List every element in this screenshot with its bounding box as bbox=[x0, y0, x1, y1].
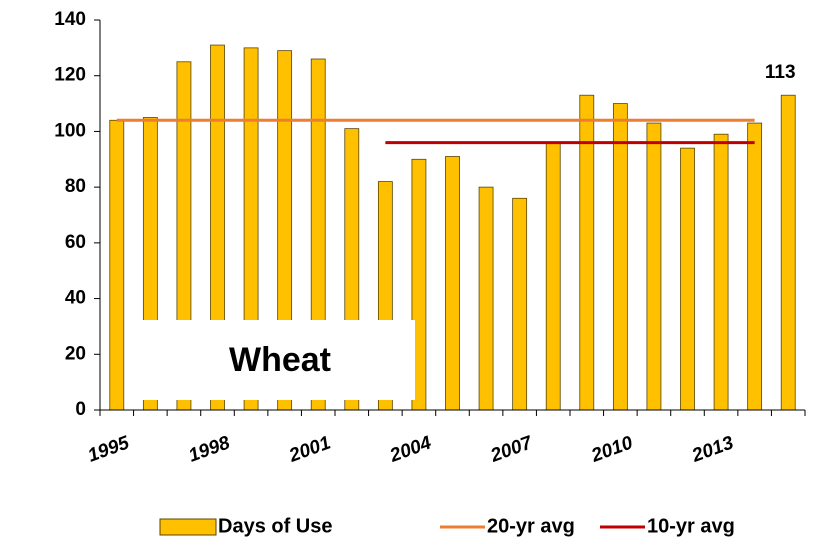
y-tick-label: 80 bbox=[65, 176, 86, 197]
legend-swatch bbox=[159, 518, 217, 536]
bar bbox=[747, 122, 763, 411]
y-tick-label: 120 bbox=[54, 65, 86, 86]
bar bbox=[545, 142, 561, 411]
bar bbox=[713, 133, 729, 411]
y-tick-label: 40 bbox=[65, 288, 86, 309]
y-tick-label: 140 bbox=[54, 9, 86, 30]
annotation: Wheat bbox=[229, 341, 331, 379]
y-tick-label: 100 bbox=[54, 120, 86, 141]
bar bbox=[646, 122, 662, 411]
bar bbox=[612, 103, 628, 411]
y-tick-label: 60 bbox=[65, 232, 86, 253]
legend-label: 10-yr avg bbox=[647, 515, 735, 537]
legend-label: Days of Use bbox=[218, 515, 333, 537]
bar bbox=[780, 94, 796, 411]
bar bbox=[478, 186, 494, 411]
bar bbox=[109, 119, 125, 411]
y-tick-label: 20 bbox=[65, 343, 86, 364]
bar bbox=[445, 156, 460, 411]
legend-label: 20-yr avg bbox=[487, 515, 575, 537]
y-tick-label: 0 bbox=[75, 399, 86, 420]
annotation-box bbox=[127, 320, 415, 400]
data-label: 113 bbox=[765, 62, 796, 83]
bar bbox=[680, 147, 695, 411]
bar bbox=[512, 197, 528, 411]
